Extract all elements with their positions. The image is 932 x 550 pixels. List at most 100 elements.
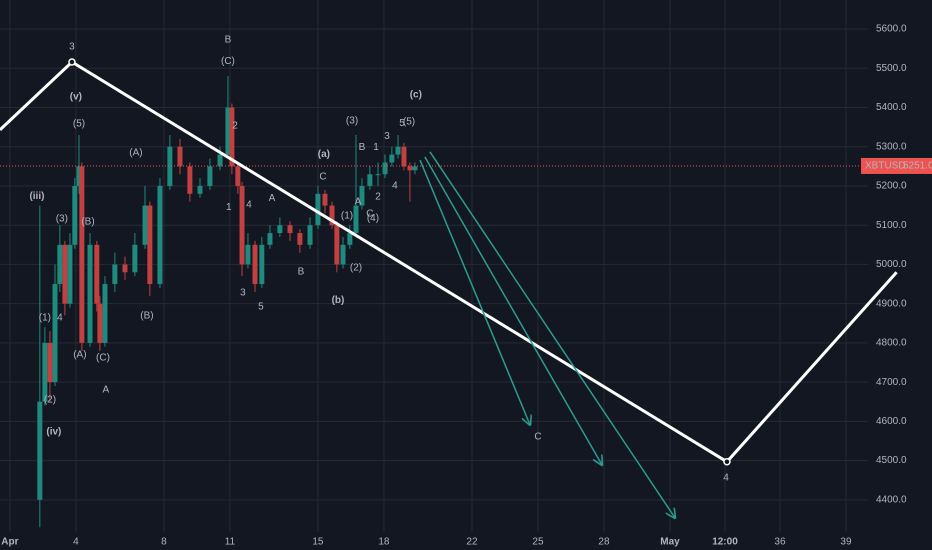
wave-pivot (723, 458, 731, 466)
wave-label: (4) (367, 213, 379, 224)
candle-body (307, 225, 313, 245)
candle-body (102, 284, 108, 343)
wave-label: 3 (240, 288, 246, 299)
candle-body (97, 303, 103, 343)
candle-body (76, 166, 82, 186)
y-tick-label: 5000.0 (876, 259, 907, 270)
x-tick-label: 22 (466, 537, 478, 548)
candle-body (157, 185, 163, 285)
wave-label: (v) (70, 92, 82, 103)
wave-label: 2 (375, 192, 381, 203)
candle-body (412, 166, 418, 171)
x-tick-label: 18 (378, 537, 390, 548)
labels: 4400.0 4500.0 4600.0 4700.0 4800.0 4900.0 5000… (1, 24, 932, 548)
candle-body (122, 264, 128, 273)
wave-label: (B) (140, 310, 153, 321)
x-tick-label: 4 (73, 537, 79, 548)
candle-body (259, 244, 265, 285)
x-tick-label: May (660, 537, 680, 548)
y-tick-label: 5600.0 (876, 24, 907, 35)
wave-label: 4 (246, 199, 252, 210)
candle-body (167, 146, 173, 186)
y-tick-label: 4900.0 (876, 298, 907, 309)
candle-body (267, 233, 273, 245)
candle-body (334, 225, 340, 265)
wave-label: A (355, 197, 362, 208)
candle-body (353, 205, 359, 234)
wave-label: 1 (373, 142, 379, 153)
wave-path (0, 60, 898, 464)
candle-body (47, 342, 53, 383)
x-tick-label: 36 (774, 537, 786, 548)
y-tick-label: 5400.0 (876, 102, 907, 113)
candle-body (147, 205, 153, 285)
candle-body (329, 205, 335, 226)
price-tag-value: 5251.0 (903, 161, 932, 172)
wave-label: C (534, 432, 541, 443)
wave-label: (A) (129, 148, 142, 159)
candle-body (132, 244, 138, 273)
candle-body (57, 244, 63, 285)
y-tick-label: 4800.0 (876, 338, 907, 349)
candle-body (340, 244, 346, 265)
candle-body (79, 166, 85, 343)
x-tick-label: 8 (161, 537, 167, 548)
candle-body (389, 154, 395, 163)
candle-body (367, 174, 373, 186)
wave-pivot (68, 58, 76, 66)
candle-body (297, 233, 303, 245)
price-tag (861, 157, 932, 174)
wave-label: 4 (57, 312, 63, 323)
wave-label: (5) (73, 119, 85, 130)
candle-body (252, 244, 258, 285)
candle-body (112, 264, 118, 285)
wave-label: B (225, 35, 232, 46)
candle-body (375, 174, 381, 176)
candle-body (72, 185, 78, 245)
x-tick-label: 15 (312, 537, 324, 548)
x-tick-label: 12:00 (712, 537, 738, 548)
y-tick-label: 5500.0 (876, 63, 907, 74)
projection-arrow (429, 151, 675, 518)
price-tag-symbol: XBTUSD (865, 161, 906, 172)
y-tick-label: 4700.0 (876, 377, 907, 388)
y-tick-label: 4500.0 (876, 455, 907, 466)
wave-label: (C) (221, 56, 235, 67)
x-tick-label: 11 (225, 537, 236, 548)
wave-label: 1 (226, 202, 232, 213)
wave-label: (2) (350, 263, 362, 274)
wave-label: (2) (44, 394, 56, 405)
wave-label: (b) (332, 295, 345, 306)
wave-label: (C) (96, 352, 110, 363)
candle-body (229, 107, 235, 167)
wave-label: (1) (39, 312, 51, 323)
candle-body (87, 244, 93, 343)
candle-body (347, 233, 353, 245)
x-tick-label: Apr (1, 537, 18, 548)
wave-label: (B) (81, 217, 94, 228)
wave-label: 5 (258, 301, 264, 312)
marks (0, 58, 898, 528)
candle-body (245, 244, 251, 265)
candle-body (94, 244, 100, 304)
candle-body (287, 225, 293, 234)
wave-label: (iv) (46, 427, 61, 438)
y-tick-label: 5200.0 (876, 181, 907, 192)
wave-label: 3 (69, 42, 75, 53)
x-tick-label: 39 (840, 537, 852, 548)
projection-arrow (424, 156, 602, 465)
candle-body (142, 205, 148, 245)
candle-body (382, 162, 388, 175)
wave-label: (3) (346, 115, 358, 126)
candle-body (52, 284, 58, 383)
candle-body (277, 225, 283, 234)
y-tick-label: 5300.0 (876, 141, 907, 152)
wave-label: (iii) (29, 191, 44, 202)
wave-label: (a) (318, 149, 330, 160)
wave-label: C (366, 208, 373, 219)
candle-body (37, 401, 43, 500)
wave-label: C (319, 172, 326, 183)
